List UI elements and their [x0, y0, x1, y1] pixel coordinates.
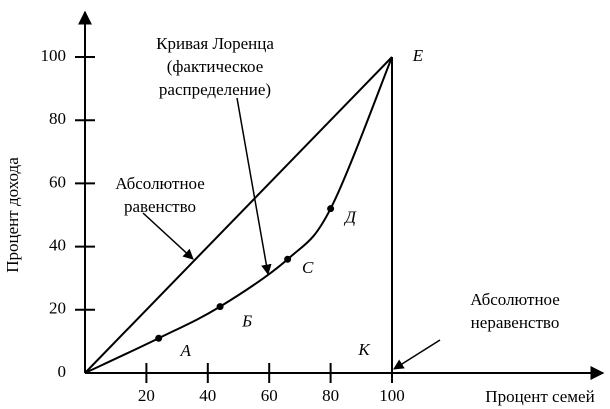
annotation: равенство	[124, 197, 196, 216]
y-tick-label: 40	[49, 236, 66, 255]
point	[216, 303, 224, 311]
point-label: K	[357, 340, 371, 359]
y-tick-label: 80	[49, 109, 66, 128]
x-tick-label: 20	[138, 386, 155, 405]
point-label: Д	[343, 208, 357, 227]
annotation: Кривая Лоренца	[156, 34, 274, 53]
annotation: Абсолютное	[470, 290, 560, 309]
point-label: A	[179, 341, 191, 360]
curve	[84, 56, 393, 374]
y-tick-label: 20	[49, 299, 66, 318]
x-tick-label: 80	[322, 386, 339, 405]
point	[155, 334, 163, 342]
y-tick-label: 0	[58, 362, 67, 381]
point-label: Б	[241, 312, 252, 331]
x-axis-label: Процент семей	[485, 387, 594, 406]
arrow	[142, 212, 194, 260]
y-tick-label: 60	[49, 172, 66, 191]
x-tick-label: 100	[379, 386, 405, 405]
y-tick-label: 100	[41, 46, 67, 65]
y-axis-label: Процент дохода	[3, 157, 22, 273]
annotation: (фактическое	[167, 57, 264, 76]
point	[284, 255, 292, 263]
x-tick-label: 60	[261, 386, 278, 405]
point	[327, 205, 335, 213]
x-tick-label: 40	[199, 386, 216, 405]
point-label: E	[412, 46, 424, 65]
annotation: Абсолютное	[115, 174, 205, 193]
curve	[84, 56, 393, 374]
arrow	[393, 339, 441, 370]
annotation: распределение)	[159, 80, 271, 99]
annotation: неравенство	[471, 313, 560, 332]
arrow	[236, 97, 272, 276]
point-label: C	[302, 258, 314, 277]
